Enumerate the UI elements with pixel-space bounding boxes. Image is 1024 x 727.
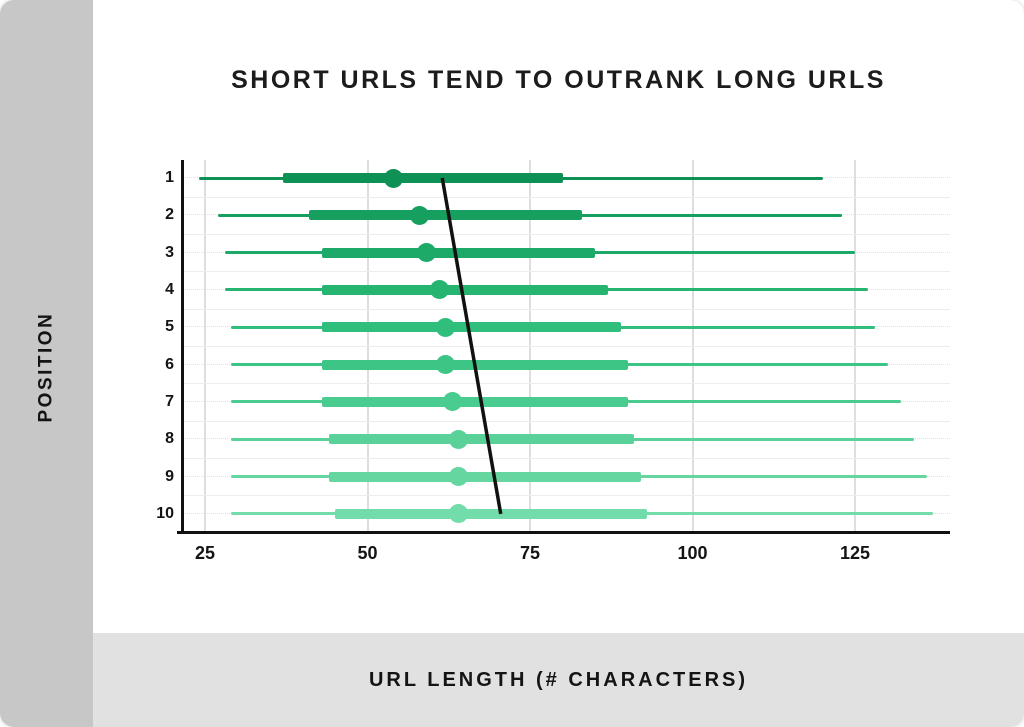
y-axis-title-strip: POSITION [0,0,93,727]
median-dot [442,392,462,412]
y-tick-label: 9 [165,467,174,485]
iqr-box [322,247,595,258]
gridline-horizontal [182,495,950,497]
median-dot [416,243,436,263]
y-axis-title: POSITION [35,311,57,423]
y-tick-label: 1 [165,169,174,186]
iqr-box [322,322,621,333]
gridline-horizontal [182,345,950,347]
median-dot [449,467,468,487]
x-axis-line [177,531,950,534]
trend-line-segment [440,177,503,515]
gridline-horizontal [182,383,950,385]
y-tick-label: 7 [165,392,174,410]
y-tick-label: 2 [165,206,174,224]
y-tick-label: 8 [165,430,174,448]
median-dot [449,504,468,524]
x-tick-label: 125 [839,543,871,563]
x-tick-label: 25 [194,543,216,563]
x-axis-title-band: URL LENGTH (# CHARACTERS) [93,633,1024,727]
gridline-horizontal [182,457,950,459]
iqr-box [322,284,608,295]
iqr-box [328,471,641,482]
x-axis-title: URL LENGTH (# CHARACTERS) [368,668,749,691]
y-tick-label: 4 [165,280,174,298]
y-tick-label: 5 [165,318,174,336]
gridline-horizontal [182,308,950,310]
y-tick-label: 6 [165,355,174,373]
gridline-horizontal [182,196,950,198]
iqr-box [328,434,634,445]
y-axis-tick-labels: 1 2 3 4 5 6 7 8 9 10 [140,160,174,532]
x-tick-label: 50 [357,543,378,563]
iqr-box [335,508,647,519]
x-tick-label: 100 [677,543,708,563]
x-axis-tick-labels: 25 50 75 100 125 [182,543,950,573]
gridline-horizontal [182,271,950,273]
median-dot [436,355,455,375]
x-tick-label: 75 [519,543,541,563]
y-axis-line [181,160,184,534]
gridline-horizontal [182,420,950,422]
iqr-box [283,173,563,183]
iqr-box [309,210,582,221]
iqr-box [322,396,628,407]
y-tick-label: 3 [165,243,174,261]
median-dot [436,317,455,337]
chart-title: SHORT URLS TEND TO OUTRANK LONG URLS [231,66,886,94]
trend-line [440,177,503,515]
y-tick-label: 10 [156,504,174,522]
median-dot [410,205,429,225]
plot-area [177,160,950,534]
gridline-horizontal [182,233,950,235]
median-dot [384,168,403,188]
median-dot [449,429,468,449]
median-dot [429,280,449,300]
